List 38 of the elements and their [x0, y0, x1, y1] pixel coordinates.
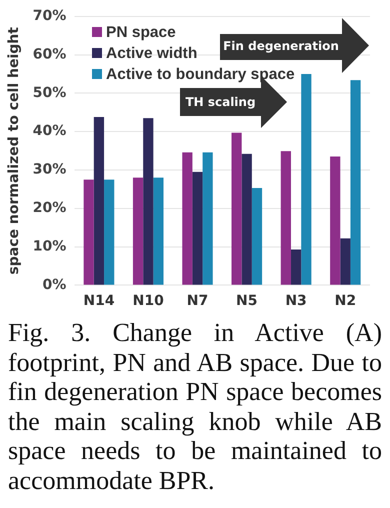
- x-tick-label: N3: [285, 293, 307, 310]
- bar: [104, 180, 114, 285]
- bar: [143, 118, 154, 285]
- y-tick-label: 70%: [32, 8, 66, 24]
- y-tick-label: 10%: [32, 238, 66, 254]
- x-tick-label: N14: [83, 293, 115, 310]
- x-tick-label: N10: [132, 293, 164, 310]
- bar: [232, 132, 242, 285]
- bar: [290, 249, 302, 285]
- bar: [330, 156, 340, 285]
- x-tick-label: N5: [236, 293, 258, 310]
- y-tick-label: 30%: [32, 162, 66, 178]
- bar: [350, 80, 361, 285]
- y-tick-label: 50%: [32, 84, 66, 101]
- bar: [192, 172, 203, 285]
- annotation: Fin degeneration: [223, 38, 340, 52]
- bar: [252, 188, 262, 285]
- y-tick-label: 20%: [32, 200, 66, 216]
- y-tick-label: 40%: [32, 123, 66, 140]
- bar: [280, 151, 291, 285]
- bar: [94, 117, 104, 285]
- bar: [242, 154, 252, 285]
- bar: [153, 178, 164, 285]
- bar: [301, 74, 312, 285]
- bar: [340, 238, 350, 285]
- bar: [132, 178, 144, 285]
- y-axis-title: space normalized to cell height: [6, 26, 22, 275]
- y-tick-label: 60%: [32, 46, 66, 62]
- annotation: TH scaling: [185, 95, 257, 109]
- bar: [84, 180, 94, 285]
- bar: [182, 152, 192, 285]
- caption: Fig. 3. Change in Active (A) footprint, PN and AB space. Due to fin degeneration PN space becomes the main scaling knob while AB space needs to be maintained to accommodate BPR.: [8, 318, 382, 495]
- legend-label: PN space: [106, 24, 176, 41]
- legend-label: Active width: [106, 45, 198, 62]
- x-tick-label: N7: [186, 293, 208, 310]
- bar: [202, 152, 213, 285]
- y-tick-label: 0%: [42, 276, 66, 293]
- x-tick-label: N2: [334, 293, 356, 310]
